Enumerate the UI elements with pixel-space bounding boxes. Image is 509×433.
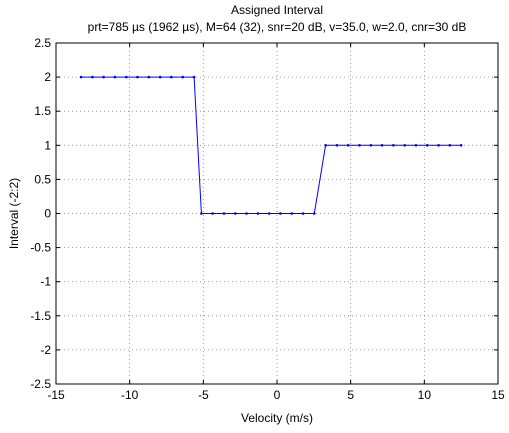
data-point	[136, 75, 139, 79]
x-tick-label: -5	[198, 388, 209, 402]
y-axis-label: Interval (-2:2)	[7, 178, 21, 249]
data-point	[358, 144, 361, 147]
data-point	[369, 144, 373, 147]
data-point	[425, 144, 429, 147]
x-tick-label: 10	[418, 388, 432, 402]
data-point	[91, 75, 94, 79]
grid-lines	[56, 43, 498, 384]
y-tick-label: -2.5	[30, 377, 51, 391]
data-point	[290, 212, 294, 215]
data-point	[437, 144, 440, 147]
data-point	[245, 212, 248, 215]
data-point	[200, 212, 203, 215]
data-point	[222, 212, 226, 215]
y-tick-label: 1.5	[34, 104, 51, 118]
data-point	[346, 144, 350, 147]
axis-ticks: -15 -10 -5 0 5 10 15 -2.5 -2 -1.5 -1 -0.5 0 0.5 1 1.5 2 2…	[30, 36, 505, 402]
data-point	[192, 75, 196, 79]
data-point	[124, 75, 128, 79]
data-point	[403, 144, 407, 147]
data-point	[301, 212, 305, 215]
data-point	[448, 144, 452, 147]
y-tick-label: 0.5	[34, 172, 51, 186]
data-point	[147, 75, 151, 79]
data-point	[170, 75, 173, 79]
data-point	[79, 75, 83, 79]
data-point	[102, 75, 105, 79]
data-point	[312, 212, 316, 215]
x-axis-label: Velocity (m/s)	[241, 411, 313, 425]
chart-title: Assigned Interval	[231, 3, 323, 17]
y-tick-label: -1.5	[30, 309, 51, 323]
data-point	[211, 212, 214, 215]
x-tick-label: -15	[47, 388, 65, 402]
data-point	[459, 144, 463, 147]
x-tick-label: 15	[491, 388, 505, 402]
y-tick-label: -1	[40, 275, 51, 289]
data-point	[414, 144, 418, 147]
data-point	[256, 212, 260, 215]
data-point	[380, 144, 384, 147]
y-tick-label: -2	[40, 343, 51, 357]
y-tick-label: 1	[44, 138, 51, 152]
y-tick-label: 2	[44, 70, 51, 84]
data-point	[324, 144, 327, 147]
series-layer	[79, 75, 463, 215]
data-point	[392, 144, 395, 147]
y-tick-label: -0.5	[30, 241, 51, 255]
data-point	[158, 75, 162, 79]
data-point	[279, 212, 282, 215]
x-tick-label: -10	[121, 388, 139, 402]
data-point	[267, 212, 271, 215]
data-point	[181, 75, 185, 79]
data-point	[113, 75, 117, 79]
chart-subtitle: prt=785 µs (1962 µs), M=64 (32), snr=20 …	[88, 20, 467, 34]
y-tick-label: 2.5	[34, 36, 51, 50]
x-tick-label: 0	[274, 388, 281, 402]
data-point	[335, 144, 339, 147]
x-tick-label: 5	[347, 388, 354, 402]
data-point	[234, 212, 237, 215]
y-tick-label: 0	[44, 207, 51, 221]
